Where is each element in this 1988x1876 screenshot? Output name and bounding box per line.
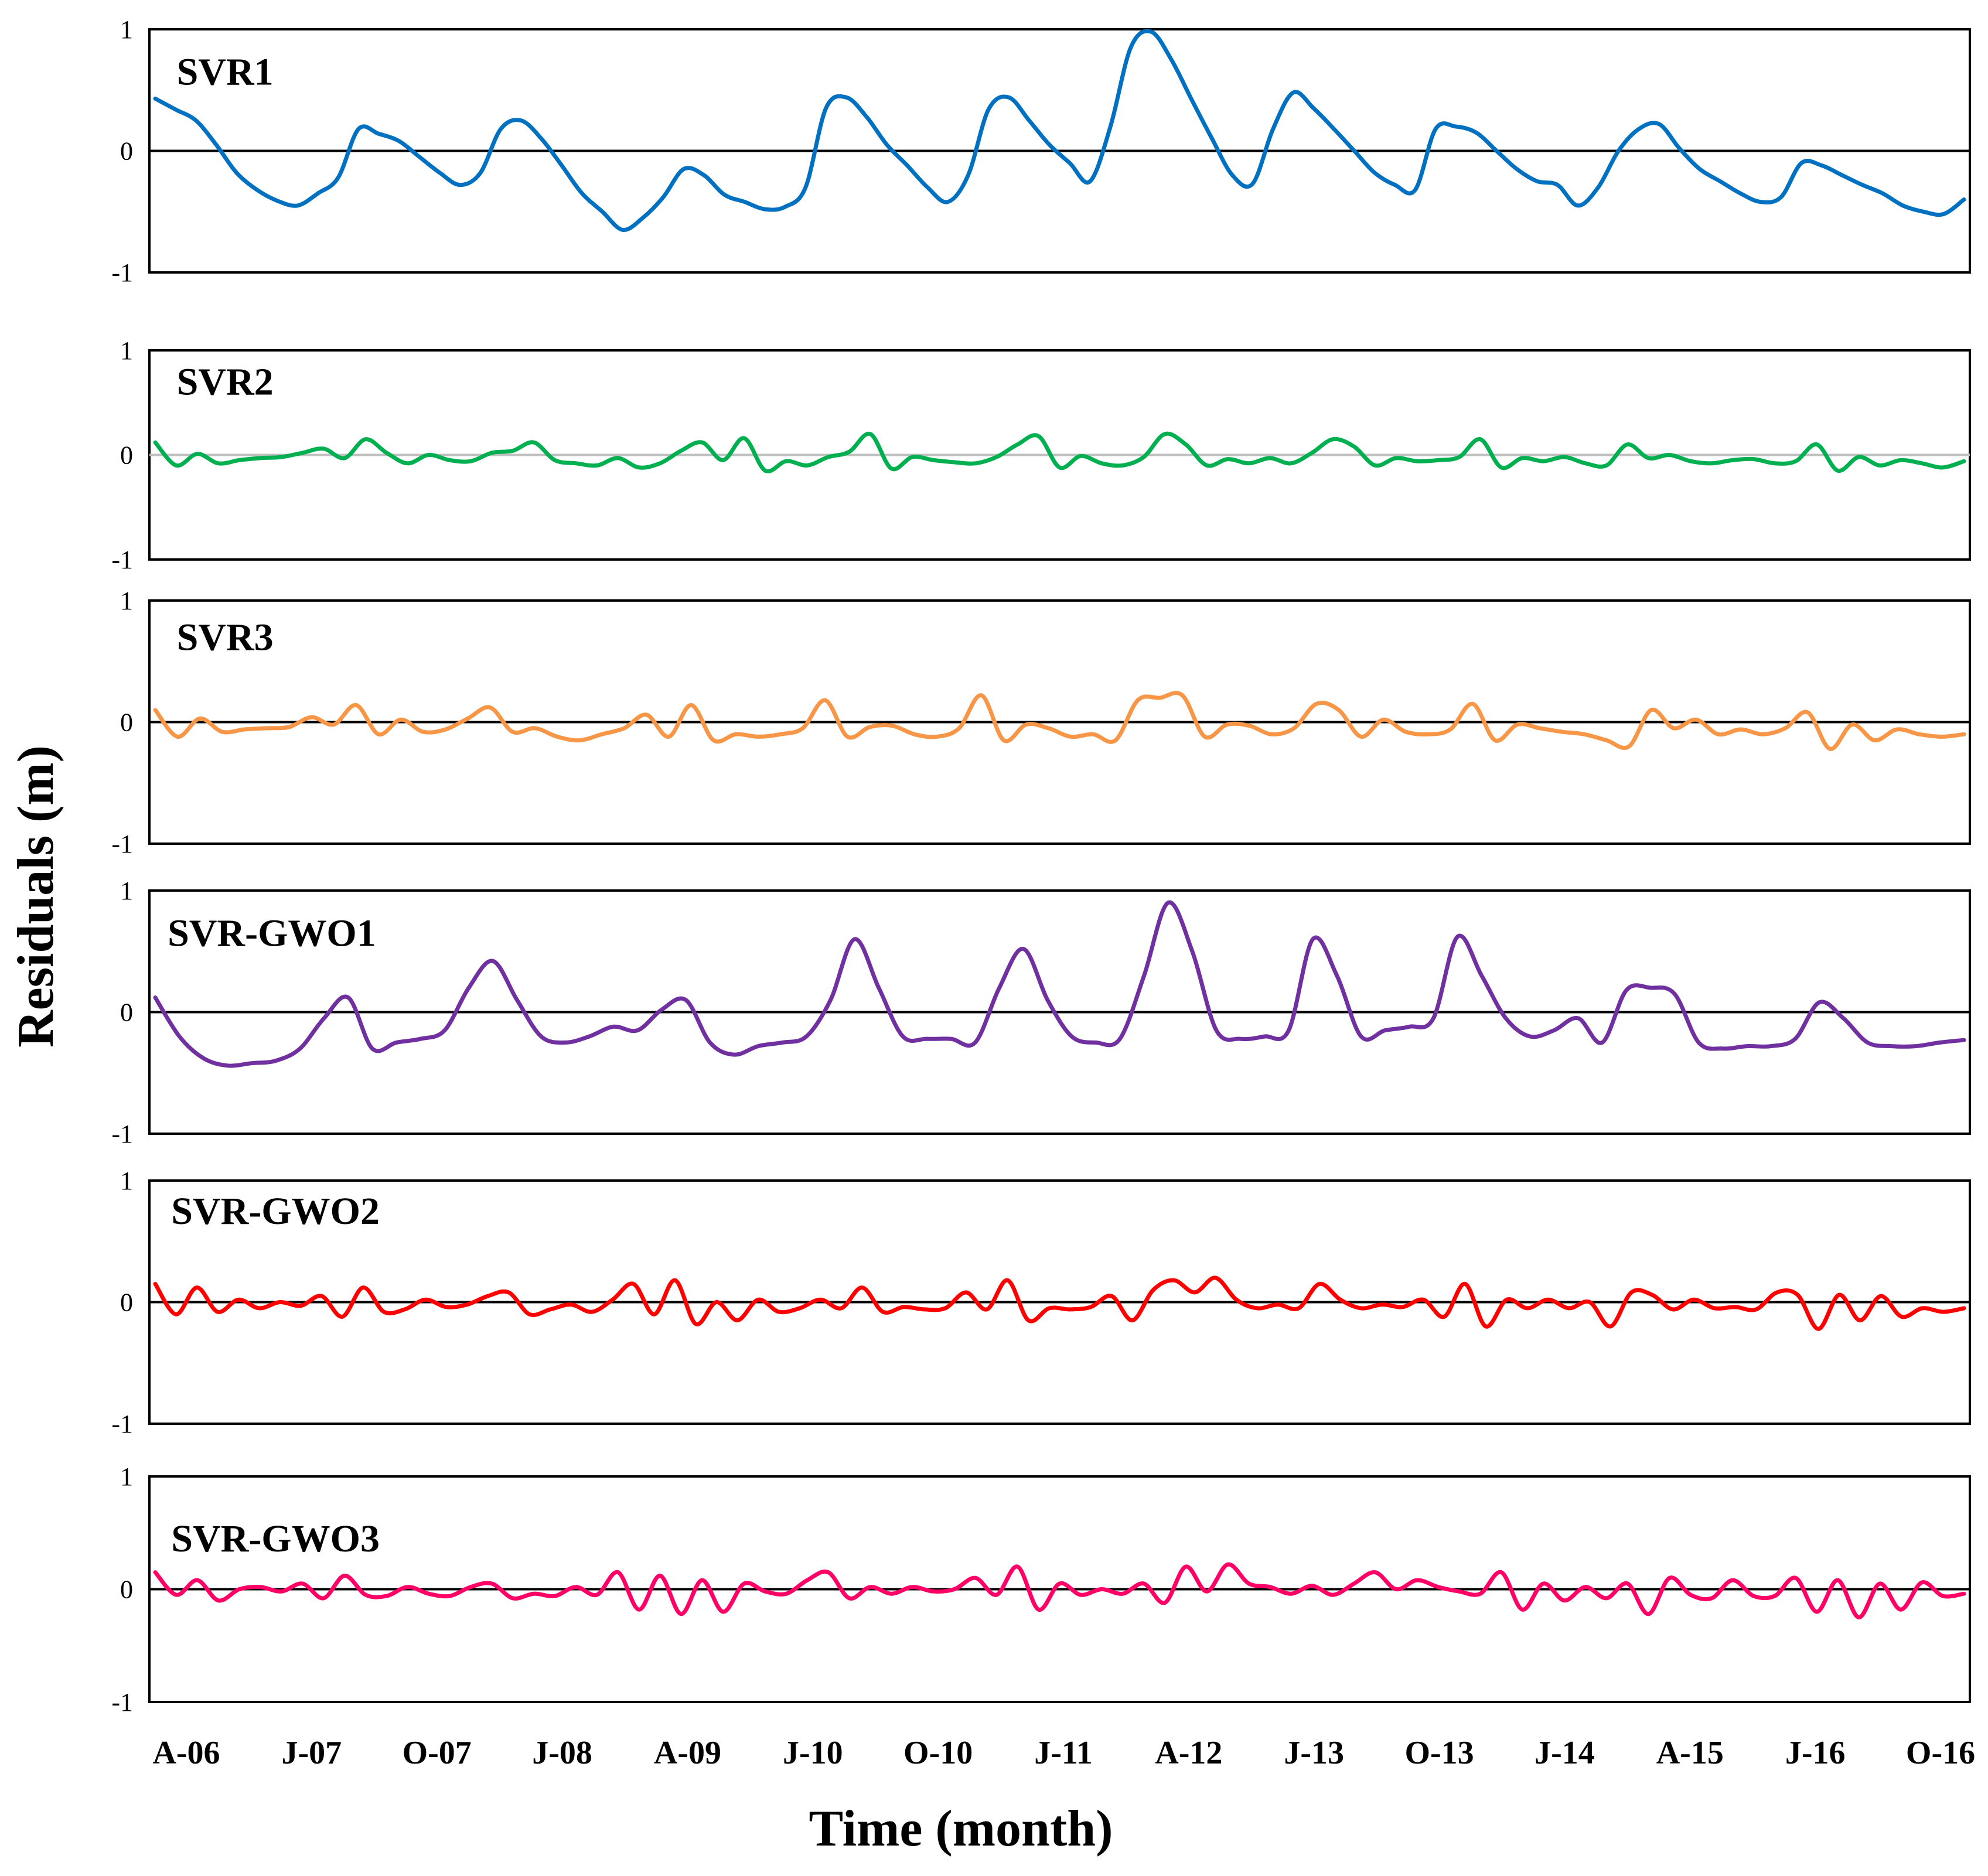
y-tick-label: 0	[120, 441, 133, 470]
y-tick-label: 1	[120, 336, 133, 365]
x-tick-label: J-08	[532, 1735, 592, 1771]
series-line-svr-gwo2	[153, 1275, 1966, 1331]
x-tick-label: J-13	[1284, 1735, 1344, 1771]
y-tick-label: 0	[120, 708, 133, 737]
series-line-svr1	[153, 29, 1966, 232]
y-tick-label: -1	[111, 1688, 133, 1717]
panel-svr3: 1 0 -1 SVR3	[111, 586, 1971, 858]
x-tick-label: J-10	[783, 1735, 843, 1771]
x-tick-label: A-12	[1155, 1735, 1222, 1771]
panel-svr-gwo2: 1 0 -1 SVR-GWO2	[111, 1166, 1971, 1438]
y-tick-label: 0	[120, 1575, 133, 1604]
panel-title: SVR-GWO3	[171, 1517, 380, 1560]
panel-svr2: 1 0 -1 SVR2	[111, 336, 1971, 574]
y-tick-label: 1	[120, 1462, 133, 1491]
series-line-svr2	[153, 431, 1966, 473]
panel-title: SVR3	[177, 616, 274, 659]
panel-title: SVR2	[177, 361, 274, 404]
series-line-svr-gwo1	[153, 900, 1966, 1068]
y-tick-label: 1	[120, 15, 133, 44]
x-tick-label: O-10	[903, 1735, 973, 1771]
series-line-svr-gwo3	[153, 1562, 1966, 1620]
y-tick-label: -1	[111, 545, 133, 574]
panel-title: SVR1	[177, 51, 274, 94]
panel-title: SVR-GWO2	[171, 1190, 380, 1233]
y-tick-label: 1	[120, 876, 133, 905]
panel-title: SVR-GWO1	[168, 912, 376, 955]
y-tick-label: 0	[120, 998, 133, 1027]
x-axis-title: Time (month)	[809, 1800, 1113, 1857]
x-tick-labels: A-06 J-07 O-07 J-08 A-09 J-10 O-10 J-11 A-12 J-13…	[152, 1735, 1975, 1771]
x-tick-label: A-09	[654, 1735, 721, 1771]
y-tick-label: 0	[120, 1288, 133, 1317]
panel-svr-gwo1: 1 0 -1 SVR-GWO1	[111, 876, 1971, 1148]
panels-group: 1 0 -1 SVR1 1 0 -1 SVR2 1 0 -1 SVR3 1 0 -1 SVR-GWO1 1 0 -1…	[111, 15, 1971, 1717]
series-line-svr3	[153, 691, 1966, 751]
y-tick-label: -1	[111, 1410, 133, 1438]
x-tick-label: A-06	[152, 1735, 220, 1771]
x-tick-label: A-15	[1656, 1735, 1724, 1771]
y-tick-label: 1	[120, 586, 133, 615]
panel-svr1: 1 0 -1 SVR1	[111, 15, 1971, 287]
x-tick-label: O-16	[1906, 1735, 1975, 1771]
x-tick-label: J-16	[1785, 1735, 1846, 1771]
x-tick-label: O-13	[1404, 1735, 1474, 1771]
x-tick-label: J-14	[1535, 1735, 1595, 1771]
y-tick-label: 0	[120, 137, 133, 166]
x-tick-label: J-11	[1034, 1735, 1093, 1771]
y-tick-label: -1	[111, 830, 133, 858]
y-tick-label: -1	[111, 1120, 133, 1148]
y-tick-label: -1	[111, 258, 133, 287]
x-tick-label: J-07	[282, 1735, 342, 1771]
y-axis-title: Residuals (m)	[8, 745, 64, 1048]
x-tick-label: O-07	[403, 1735, 472, 1771]
y-tick-label: 1	[120, 1166, 133, 1195]
panel-svr-gwo3: 1 0 -1 SVR-GWO3	[111, 1462, 1971, 1717]
